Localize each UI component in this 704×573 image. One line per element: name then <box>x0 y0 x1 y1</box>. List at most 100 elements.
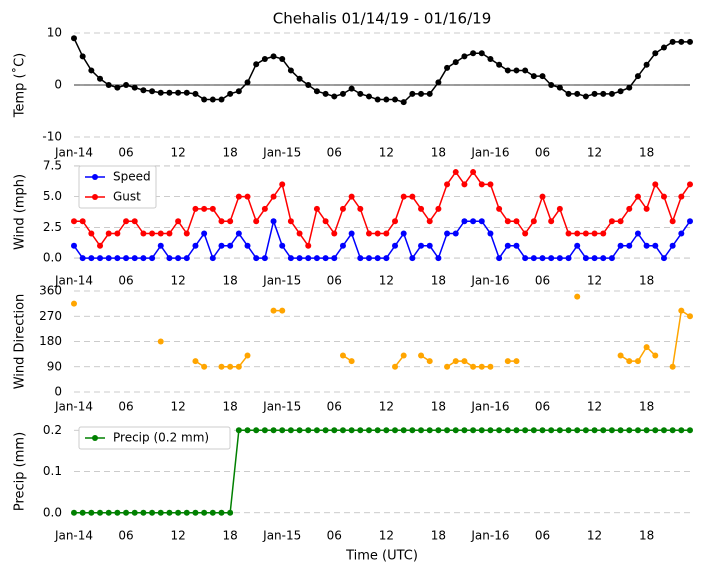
data-point <box>227 242 234 249</box>
data-point <box>209 96 216 103</box>
series-line <box>74 170 691 248</box>
data-point <box>565 230 572 237</box>
y-tick-label: 360 <box>39 284 62 298</box>
data-point <box>678 230 685 237</box>
x-tick-label: 12 <box>379 274 394 288</box>
data-point <box>400 99 407 106</box>
data-point <box>348 427 355 434</box>
data-point <box>687 427 693 434</box>
data-point <box>114 509 121 516</box>
x-tick-label: Jan-16 <box>470 274 509 288</box>
legend-marker <box>92 435 98 441</box>
y-axis-label: Wind Direction <box>13 294 28 390</box>
data-point <box>123 509 130 516</box>
data-point <box>157 242 164 249</box>
data-point <box>235 363 242 370</box>
data-point <box>201 509 208 516</box>
data-point <box>392 96 399 103</box>
data-point <box>487 363 494 370</box>
data-point <box>322 90 329 97</box>
data-point <box>331 255 338 262</box>
data-point <box>348 193 355 200</box>
x-tick-label: Jan-16 <box>470 146 509 160</box>
data-point <box>548 218 555 225</box>
data-point <box>105 255 112 262</box>
data-point <box>296 255 303 262</box>
data-point <box>487 230 494 237</box>
x-tick-label: 06 <box>118 274 133 288</box>
x-tick-label: Jan-14 <box>54 146 93 160</box>
data-point <box>279 181 286 188</box>
data-point <box>97 242 104 249</box>
data-point <box>478 181 485 188</box>
x-tick-label: 12 <box>587 400 602 414</box>
data-point <box>687 313 693 320</box>
data-point <box>426 90 433 97</box>
data-point <box>548 82 555 88</box>
data-point <box>687 181 693 188</box>
data-point <box>305 242 312 249</box>
data-point <box>287 67 294 74</box>
series-line <box>73 37 690 104</box>
data-point <box>322 427 329 434</box>
x-tick-label: Jan-15 <box>262 146 301 160</box>
data-point <box>149 255 156 262</box>
data-point <box>296 427 303 434</box>
data-point <box>253 255 260 262</box>
data-point <box>496 255 503 262</box>
data-point <box>444 64 451 71</box>
data-point <box>227 509 234 516</box>
data-point <box>79 218 86 225</box>
data-point <box>183 509 190 516</box>
x-tick-label: 06 <box>118 400 133 414</box>
data-point <box>131 84 138 91</box>
chart-title: Chehalis 01/14/19 - 01/16/19 <box>273 10 492 28</box>
data-point <box>88 67 95 74</box>
data-point <box>478 363 485 370</box>
data-point <box>426 358 433 365</box>
data-point <box>383 230 390 237</box>
data-point <box>539 427 546 434</box>
x-tick-label: 12 <box>379 146 394 160</box>
data-point <box>392 218 399 225</box>
data-point <box>452 230 459 237</box>
data-point <box>496 205 503 212</box>
y-axis-label: Wind (mph) <box>13 174 28 250</box>
x-tick-label: Jan-15 <box>262 529 301 543</box>
x-tick-label: 18 <box>223 274 238 288</box>
data-point <box>114 255 121 262</box>
data-point <box>305 427 312 434</box>
y-tick-label: 270 <box>39 309 62 323</box>
x-tick-label: 06 <box>535 400 550 414</box>
x-tick-label: 06 <box>118 146 133 160</box>
data-point <box>175 89 182 96</box>
data-point <box>331 230 338 237</box>
data-point <box>400 230 407 237</box>
data-point <box>357 90 364 97</box>
data-point <box>574 242 581 249</box>
data-point <box>574 293 581 300</box>
data-point <box>79 53 86 60</box>
data-point <box>392 242 399 249</box>
data-point <box>669 38 676 45</box>
data-point <box>626 205 633 212</box>
data-point <box>374 255 381 262</box>
data-point <box>383 255 390 262</box>
data-point <box>582 93 589 100</box>
data-point <box>114 230 121 237</box>
data-point <box>470 218 477 225</box>
data-point <box>418 90 425 97</box>
data-point <box>88 255 95 262</box>
data-point <box>105 509 112 516</box>
data-point <box>617 242 624 249</box>
data-point <box>270 53 277 60</box>
data-point <box>79 255 86 262</box>
data-point <box>105 82 112 88</box>
data-point <box>678 193 685 200</box>
data-point <box>539 255 546 262</box>
data-point <box>253 218 260 225</box>
data-point <box>452 358 459 365</box>
data-point <box>123 82 130 88</box>
data-point <box>313 88 320 95</box>
data-point <box>452 427 459 434</box>
